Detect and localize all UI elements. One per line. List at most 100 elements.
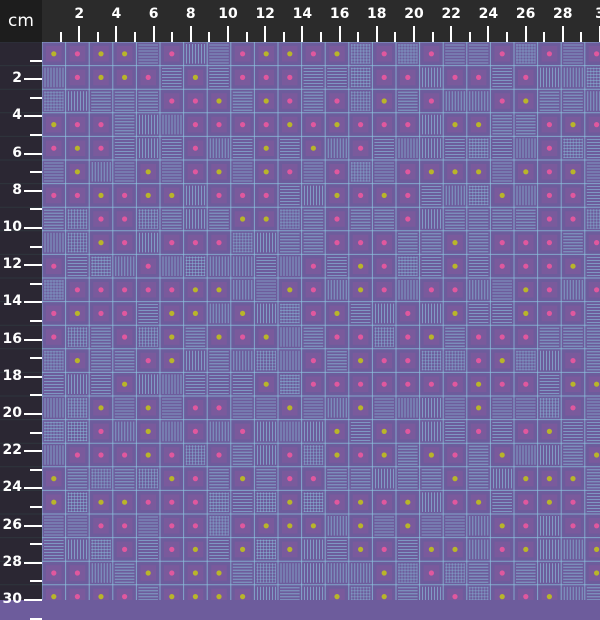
ruler-tick xyxy=(431,32,434,42)
polka-dot xyxy=(51,499,57,505)
polka-dot xyxy=(98,74,104,80)
polka-dot xyxy=(122,499,128,505)
ruler-tick xyxy=(96,32,99,42)
polka-dot xyxy=(499,452,505,458)
polka-dot xyxy=(122,381,128,387)
polka-dot xyxy=(452,499,458,505)
polka-dot xyxy=(570,405,576,411)
ruler-left-label: 16 xyxy=(2,330,22,347)
polka-dot xyxy=(310,122,316,128)
polka-dot xyxy=(287,452,293,458)
polka-dot xyxy=(428,287,434,293)
polka-dot xyxy=(240,51,246,57)
polka-dot xyxy=(499,594,505,600)
polka-dot xyxy=(122,240,128,246)
polka-dot xyxy=(287,74,293,80)
ruler-tick xyxy=(24,301,42,304)
ruler-tick xyxy=(30,96,42,99)
ruler-left-label: 26 xyxy=(2,516,22,533)
polka-dot xyxy=(263,192,269,198)
ruler-top-label: 14 xyxy=(292,6,313,22)
polka-dot xyxy=(523,98,529,104)
ruler-top-label: 2 xyxy=(74,6,85,22)
polka-dot xyxy=(145,287,151,293)
polka-dot xyxy=(594,570,600,576)
polka-dot xyxy=(570,499,576,505)
polka-dot xyxy=(452,122,458,128)
polka-dot xyxy=(74,594,80,600)
ruler-tick xyxy=(24,78,42,81)
polka-dot xyxy=(263,169,269,175)
ruler-top-label: 26 xyxy=(515,6,536,22)
ruler-tick xyxy=(561,26,564,42)
polka-dot xyxy=(428,570,434,576)
polka-dot xyxy=(98,594,104,600)
polka-dot xyxy=(358,287,364,293)
polka-dot xyxy=(381,358,387,364)
polka-dot xyxy=(546,216,553,222)
ruler-top-label: 22 xyxy=(441,6,461,22)
ruler-top-label: 3 xyxy=(580,6,600,22)
polka-dot xyxy=(428,51,434,57)
polka-dot xyxy=(405,192,411,198)
polka-dot xyxy=(51,334,57,340)
polka-dot xyxy=(381,546,387,553)
polka-dot xyxy=(216,594,222,600)
polka-dot xyxy=(405,169,411,175)
polka-dot xyxy=(499,334,505,340)
polka-dot xyxy=(169,570,175,576)
polka-dot xyxy=(523,74,529,80)
polka-dot xyxy=(122,51,128,57)
ruler-tick xyxy=(189,26,192,42)
polka-dot xyxy=(169,51,175,57)
ruler-tick xyxy=(282,32,285,42)
polka-dot xyxy=(169,452,175,458)
polka-dot xyxy=(216,240,222,246)
polka-dot xyxy=(192,98,198,104)
ruler-tick xyxy=(30,171,42,174)
polka-dot xyxy=(594,240,600,246)
ruler-left-label: 22 xyxy=(2,442,22,459)
polka-dot xyxy=(452,310,458,316)
polka-dot xyxy=(452,594,458,600)
polka-dot xyxy=(546,594,553,600)
polka-dot xyxy=(499,570,505,576)
ruler-tick xyxy=(24,115,42,118)
polka-dot xyxy=(452,381,458,387)
polka-dot xyxy=(523,169,529,175)
polka-dot xyxy=(240,192,246,198)
polka-dot xyxy=(169,310,175,316)
ruler-tick xyxy=(394,32,397,42)
polka-dot xyxy=(523,287,529,293)
ruler-tick xyxy=(30,394,42,397)
ruler-tick xyxy=(24,561,42,564)
polka-dot xyxy=(358,192,364,198)
ruler-left-label: 6 xyxy=(12,144,22,161)
ruler-top-label: 4 xyxy=(111,6,122,22)
polka-dot xyxy=(287,51,293,57)
polka-dot xyxy=(122,192,128,198)
ruler-tick xyxy=(320,32,322,42)
polka-dot xyxy=(145,428,151,434)
ruler-top-label: 20 xyxy=(404,6,424,22)
polka-dot xyxy=(287,405,293,411)
polka-dot xyxy=(523,476,529,482)
polka-dot xyxy=(98,428,104,434)
polka-dot xyxy=(523,381,529,387)
polka-dot xyxy=(570,523,576,529)
polka-dot xyxy=(263,381,269,387)
polka-dot xyxy=(240,428,246,434)
polka-dot xyxy=(594,381,600,387)
ruler-tick xyxy=(357,32,360,42)
ruler-tick xyxy=(524,26,527,42)
polka-dot xyxy=(499,240,505,246)
polka-dot xyxy=(74,192,80,198)
polka-dot xyxy=(51,263,57,269)
ruler-left-label: 8 xyxy=(12,181,22,198)
polka-dot xyxy=(499,98,505,104)
polka-dot xyxy=(594,287,600,293)
ruler-tick xyxy=(24,152,42,155)
polka-dot xyxy=(240,122,246,128)
polka-dot xyxy=(546,145,553,151)
polka-dot xyxy=(523,546,529,553)
